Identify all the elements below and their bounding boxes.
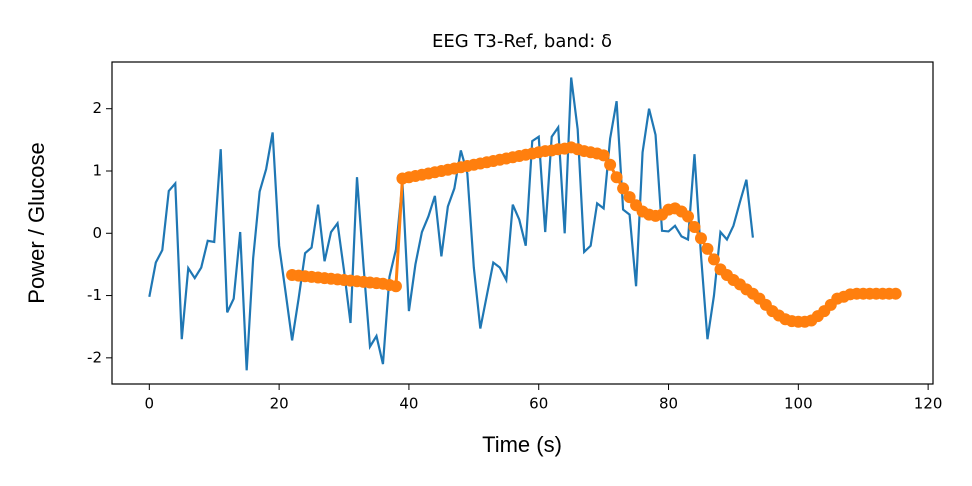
data-point [610, 171, 623, 184]
data-point [617, 182, 630, 195]
x-tick-label: 120 [914, 395, 943, 413]
x-tick-label: 0 [145, 395, 155, 413]
x-tick-label: 20 [270, 395, 289, 413]
y-tick-label: 0 [92, 224, 102, 242]
x-tick-label: 100 [784, 395, 813, 413]
y-tick-label: -2 [87, 348, 102, 366]
data-point [889, 287, 902, 300]
y-tick-label: 1 [92, 161, 102, 179]
plot-frame [111, 61, 934, 385]
data-point [681, 210, 694, 223]
data-point [604, 158, 617, 171]
data-point [623, 191, 636, 204]
y-tick-label: -1 [87, 286, 102, 304]
data-line [148, 77, 754, 371]
x-axis-label: Time (s) [482, 432, 562, 457]
data-point [707, 253, 720, 266]
data-point [688, 221, 701, 234]
x-tick-label: 80 [659, 395, 678, 413]
data-point [389, 280, 402, 293]
data-point [597, 149, 610, 162]
data-point [694, 232, 707, 245]
x-tick-label: 40 [399, 395, 418, 413]
chart-title: EEG T3-Ref, band: δ [432, 31, 612, 52]
y-tick-label: 2 [92, 99, 102, 117]
data-line [291, 145, 896, 324]
y-axis-label: Power / Glucose [24, 142, 49, 303]
data-point [701, 242, 714, 255]
x-tick-label: 60 [529, 395, 548, 413]
